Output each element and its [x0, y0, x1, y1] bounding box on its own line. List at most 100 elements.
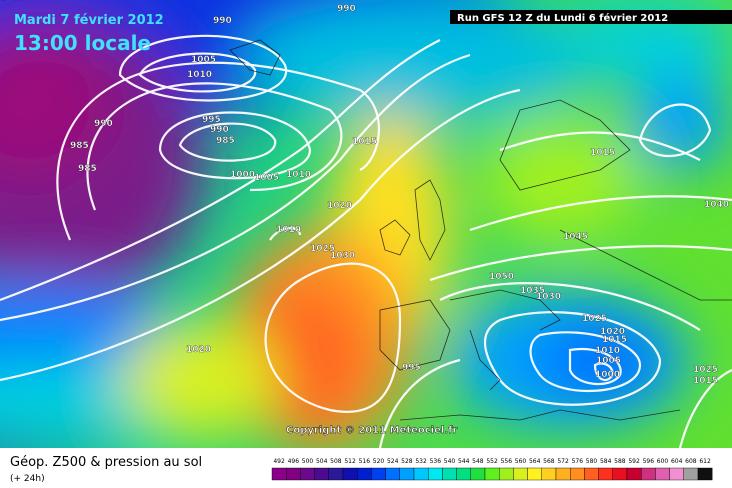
- legend-cell: [641, 467, 656, 481]
- isobar-label: 1015: [590, 148, 615, 158]
- legend-cell: [527, 467, 542, 481]
- legend-tick-label: 528: [401, 458, 413, 465]
- legend-tick-label: 584: [600, 458, 612, 465]
- legend-cell: [612, 467, 628, 481]
- time: 13:00 locale: [14, 31, 151, 55]
- legend-tick-label: 520: [373, 458, 385, 465]
- legend-cell: [300, 467, 315, 481]
- isobar-label: 1030: [330, 251, 355, 261]
- legend-cell: [286, 467, 301, 481]
- legend-tick-label: 500: [302, 458, 314, 465]
- legend-tick-label: 612: [699, 458, 711, 465]
- legend-cell: [442, 467, 457, 481]
- legend-tick-label: 516: [359, 458, 371, 465]
- isobar-label: 995: [402, 363, 421, 373]
- legend-cell: [513, 467, 528, 481]
- legend-tick-label: 540: [444, 458, 456, 465]
- isobar-label: 1016: [0, 0, 25, 3]
- legend-tick-label: 580: [586, 458, 598, 465]
- isobar-label: 985: [70, 141, 89, 151]
- legend-tick-label: 512: [344, 458, 356, 465]
- isobar-label: 985: [78, 164, 97, 174]
- isobar-label: 1010: [187, 70, 212, 80]
- legend-tick-label: 508: [330, 458, 342, 465]
- date: Mardi 7 février 2012: [14, 13, 164, 28]
- run-banner: [450, 10, 732, 24]
- copyright: Copyright © 2011 Meteociel.fr: [286, 425, 457, 436]
- isobar-label: 990: [94, 119, 113, 129]
- isobar-label: 990: [213, 16, 232, 26]
- legend-tick-label: 524: [387, 458, 399, 465]
- legend-cell: [555, 467, 571, 481]
- isobar-label: 1005: [596, 356, 621, 366]
- legend-tick-label: 560: [515, 458, 527, 465]
- isobar-label: 1025: [693, 365, 718, 375]
- legend-cell: [683, 467, 699, 481]
- isobar-label: 1040: [704, 200, 729, 210]
- legend-cell: [428, 467, 443, 481]
- field: [0, 0, 732, 448]
- legend-cell: [385, 467, 401, 481]
- legend-tick-label: 536: [430, 458, 442, 465]
- isobar-label: 1020: [600, 327, 625, 337]
- legend-tick-label: 576: [572, 458, 584, 465]
- legend-cell: [470, 467, 486, 481]
- legend-tick-label: 556: [501, 458, 513, 465]
- legend-tick-label: 504: [316, 458, 328, 465]
- legend-tick-label: 592: [628, 458, 640, 465]
- isobar-label: 990: [337, 4, 356, 14]
- isobar-label: 1010: [276, 225, 301, 235]
- legend-tick-label: 564: [529, 458, 541, 465]
- legend-cell: [598, 467, 613, 481]
- legend-cell: [371, 467, 386, 481]
- legend-tick-label: 596: [643, 458, 655, 465]
- legend-cell: [413, 467, 429, 481]
- legend-tick-label: 608: [685, 458, 697, 465]
- legend-tick-label: 600: [657, 458, 669, 465]
- isobar-label: 1005: [191, 55, 216, 65]
- legend-tick-label: 572: [557, 458, 569, 465]
- isobar-label: 1020: [327, 201, 352, 211]
- isobar-label: 1030: [536, 292, 561, 302]
- isobar-label: 1035: [520, 286, 545, 296]
- isobar-label: 1015: [352, 137, 377, 147]
- isobar-label: 1005: [254, 173, 279, 183]
- isobar-label: 1045: [563, 232, 588, 242]
- legend-cell: [357, 467, 372, 481]
- legend-cell: [541, 467, 557, 481]
- footer-subtitle: (+ 24h): [10, 474, 45, 484]
- legend-tick-label: 548: [472, 458, 484, 465]
- legend-cell: [626, 467, 642, 481]
- legend-cell: [584, 467, 599, 481]
- isobar-label: 1000: [595, 370, 620, 380]
- legend: 492 496 500 504 508 512 516 520 524 528 532 536 540 5…: [271, 458, 713, 481]
- isobar-label: 985: [216, 136, 235, 146]
- isobar-label: 1010: [595, 346, 620, 356]
- legend-tick-label: 532: [415, 458, 427, 465]
- isobar-label: 1050: [489, 272, 514, 282]
- legend-cell: [655, 467, 670, 481]
- legend-tick-label: 492: [273, 458, 285, 465]
- isobar-label: 1025: [582, 314, 607, 324]
- legend-tick-label: 496: [288, 458, 300, 465]
- footer-title: Géop. Z500 & pression au sol: [10, 455, 202, 470]
- legend-cell: [669, 467, 684, 481]
- isobar-label: 1025: [310, 244, 335, 254]
- legend-tick-label: 552: [486, 458, 498, 465]
- run-text: Run GFS 12 Z du Lundi 6 février 2012: [457, 12, 668, 24]
- isobar-label: 990: [210, 125, 229, 135]
- legend-tick-label: 568: [543, 458, 555, 465]
- legend-cell: [484, 467, 500, 481]
- legend-cell: [314, 467, 330, 481]
- legend-cell: [399, 467, 415, 481]
- isobar-label: 1000: [230, 170, 255, 180]
- isobar-label: 1020: [186, 345, 211, 355]
- legend-tick-label: 604: [671, 458, 683, 465]
- legend-cell: [499, 467, 514, 481]
- isobar-label: 1015: [693, 376, 718, 386]
- isobar-label: 995: [202, 115, 221, 125]
- legend-cell: [570, 467, 585, 481]
- isobar-label: 1015: [602, 335, 627, 345]
